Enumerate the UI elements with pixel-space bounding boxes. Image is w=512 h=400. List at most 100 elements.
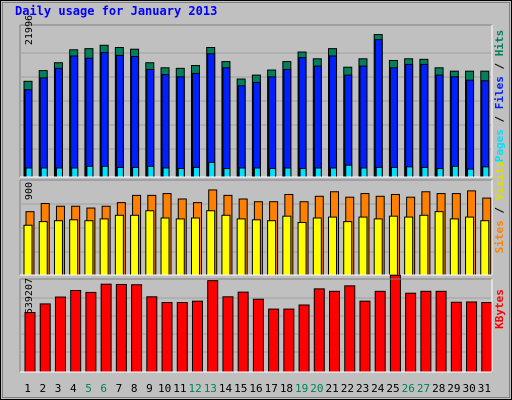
bar-pages-15 xyxy=(238,167,246,178)
bar-pages-31 xyxy=(482,166,490,178)
bar-sites-28 xyxy=(434,211,444,276)
bar-files-29 xyxy=(450,76,459,178)
x-tick-label-day-31: 31 xyxy=(478,382,491,395)
x-tick-label-day-3: 3 xyxy=(55,382,62,395)
bar-sites-8 xyxy=(130,214,140,276)
x-tick-label-day-26: 26 xyxy=(402,382,415,395)
x-tick-label-day-17: 17 xyxy=(265,382,278,395)
bar-sites-25 xyxy=(388,215,398,276)
bar-sites-24 xyxy=(373,218,383,276)
bar-files-15 xyxy=(237,85,246,178)
bar-files-13 xyxy=(207,53,216,178)
bar-kbytes-22 xyxy=(344,285,356,373)
x-tick-label-day-29: 29 xyxy=(447,382,460,395)
bar-pages-12 xyxy=(192,166,200,178)
x-tick-label-day-14: 14 xyxy=(219,382,233,395)
bar-pages-9 xyxy=(147,165,155,178)
x-tick-label-day-28: 28 xyxy=(432,382,445,395)
bar-pages-10 xyxy=(162,167,170,178)
bar-sites-26 xyxy=(404,216,414,276)
bar-pages-17 xyxy=(269,168,277,178)
bar-kbytes-28 xyxy=(435,290,447,373)
bar-files-5 xyxy=(85,57,94,178)
bar-pages-11 xyxy=(177,168,185,178)
bar-files-30 xyxy=(466,79,475,178)
bar-sites-20 xyxy=(312,217,322,276)
bar-files-4 xyxy=(70,55,79,178)
bar-pages-23 xyxy=(360,167,368,178)
bar-sites-2 xyxy=(38,221,48,276)
bar-files-11 xyxy=(176,76,185,178)
bar-pages-29 xyxy=(451,165,459,178)
x-tick-label-day-27: 27 xyxy=(417,382,430,395)
bar-pages-7 xyxy=(116,166,124,178)
bar-kbytes-23 xyxy=(359,300,371,373)
x-tick-label-day-11: 11 xyxy=(173,382,186,395)
legend-sep-2: / xyxy=(493,56,506,77)
bar-kbytes-10 xyxy=(161,302,173,373)
bar-sites-12 xyxy=(190,217,200,276)
bar-pages-20 xyxy=(314,167,322,178)
x-tick-label-day-4: 4 xyxy=(70,382,77,395)
bar-kbytes-3 xyxy=(54,296,66,373)
bar-sites-27 xyxy=(419,214,429,276)
x-tick-label-day-12: 12 xyxy=(188,382,201,395)
bar-sites-6 xyxy=(99,218,109,276)
bar-pages-18 xyxy=(284,167,292,178)
bar-kbytes-8 xyxy=(131,284,143,373)
bar-sites-17 xyxy=(267,220,277,276)
bar-pages-13 xyxy=(208,161,216,178)
x-tick-label-day-13: 13 xyxy=(204,382,217,395)
max-visits-tick-label: 900 xyxy=(24,182,35,201)
bar-sites-16 xyxy=(251,219,261,276)
bar-files-25 xyxy=(389,67,398,178)
bar-kbytes-4 xyxy=(70,289,82,373)
bar-files-10 xyxy=(161,74,170,178)
bar-kbytes-16 xyxy=(252,298,264,373)
bar-pages-5 xyxy=(86,165,94,178)
x-tick-label-day-5: 5 xyxy=(85,382,92,395)
panel3-legend: KBytes xyxy=(493,239,507,379)
bar-kbytes-26 xyxy=(405,292,417,373)
bar-kbytes-2 xyxy=(39,303,51,373)
bar-kbytes-19 xyxy=(298,304,310,373)
bar-pages-22 xyxy=(345,164,353,178)
bar-kbytes-12 xyxy=(191,300,203,373)
bar-kbytes-21 xyxy=(329,290,341,373)
x-tick-label-day-15: 15 xyxy=(234,382,247,395)
bar-files-14 xyxy=(222,67,231,178)
bar-kbytes-27 xyxy=(420,290,432,373)
bar-pages-3 xyxy=(55,167,63,178)
bar-sites-7 xyxy=(114,214,124,276)
bar-pages-28 xyxy=(436,168,444,178)
x-tick-label-day-6: 6 xyxy=(100,382,107,395)
x-tick-label-day-10: 10 xyxy=(158,382,171,395)
bar-pages-25 xyxy=(390,166,398,178)
bar-pages-1 xyxy=(25,167,33,178)
bar-files-17 xyxy=(268,76,277,178)
x-tick-label-day-21: 21 xyxy=(326,382,339,395)
bar-files-9 xyxy=(146,68,155,178)
max-kbytes-tick-label: 539207 xyxy=(24,278,35,315)
bar-files-12 xyxy=(191,72,200,178)
bar-kbytes-31 xyxy=(481,302,493,373)
bar-files-19 xyxy=(298,57,307,178)
chart-title: Daily usage for January 2013 xyxy=(15,4,218,18)
x-tick-label-day-22: 22 xyxy=(341,382,354,395)
bar-sites-13 xyxy=(206,210,216,276)
bar-files-6 xyxy=(100,52,109,178)
bar-pages-27 xyxy=(421,166,429,178)
bar-files-23 xyxy=(359,65,368,178)
x-tick-label-day-23: 23 xyxy=(356,382,369,395)
bar-sites-15 xyxy=(236,218,246,276)
bar-kbytes-30 xyxy=(466,301,478,373)
bar-kbytes-24 xyxy=(374,290,386,373)
legend-files: Files xyxy=(493,76,506,110)
bar-pages-14 xyxy=(223,168,231,178)
bar-pages-2 xyxy=(40,167,48,178)
x-tick-label-day-24: 24 xyxy=(371,382,385,395)
bar-files-24 xyxy=(374,39,383,178)
bar-sites-23 xyxy=(358,216,368,276)
bar-pages-19 xyxy=(299,168,307,178)
